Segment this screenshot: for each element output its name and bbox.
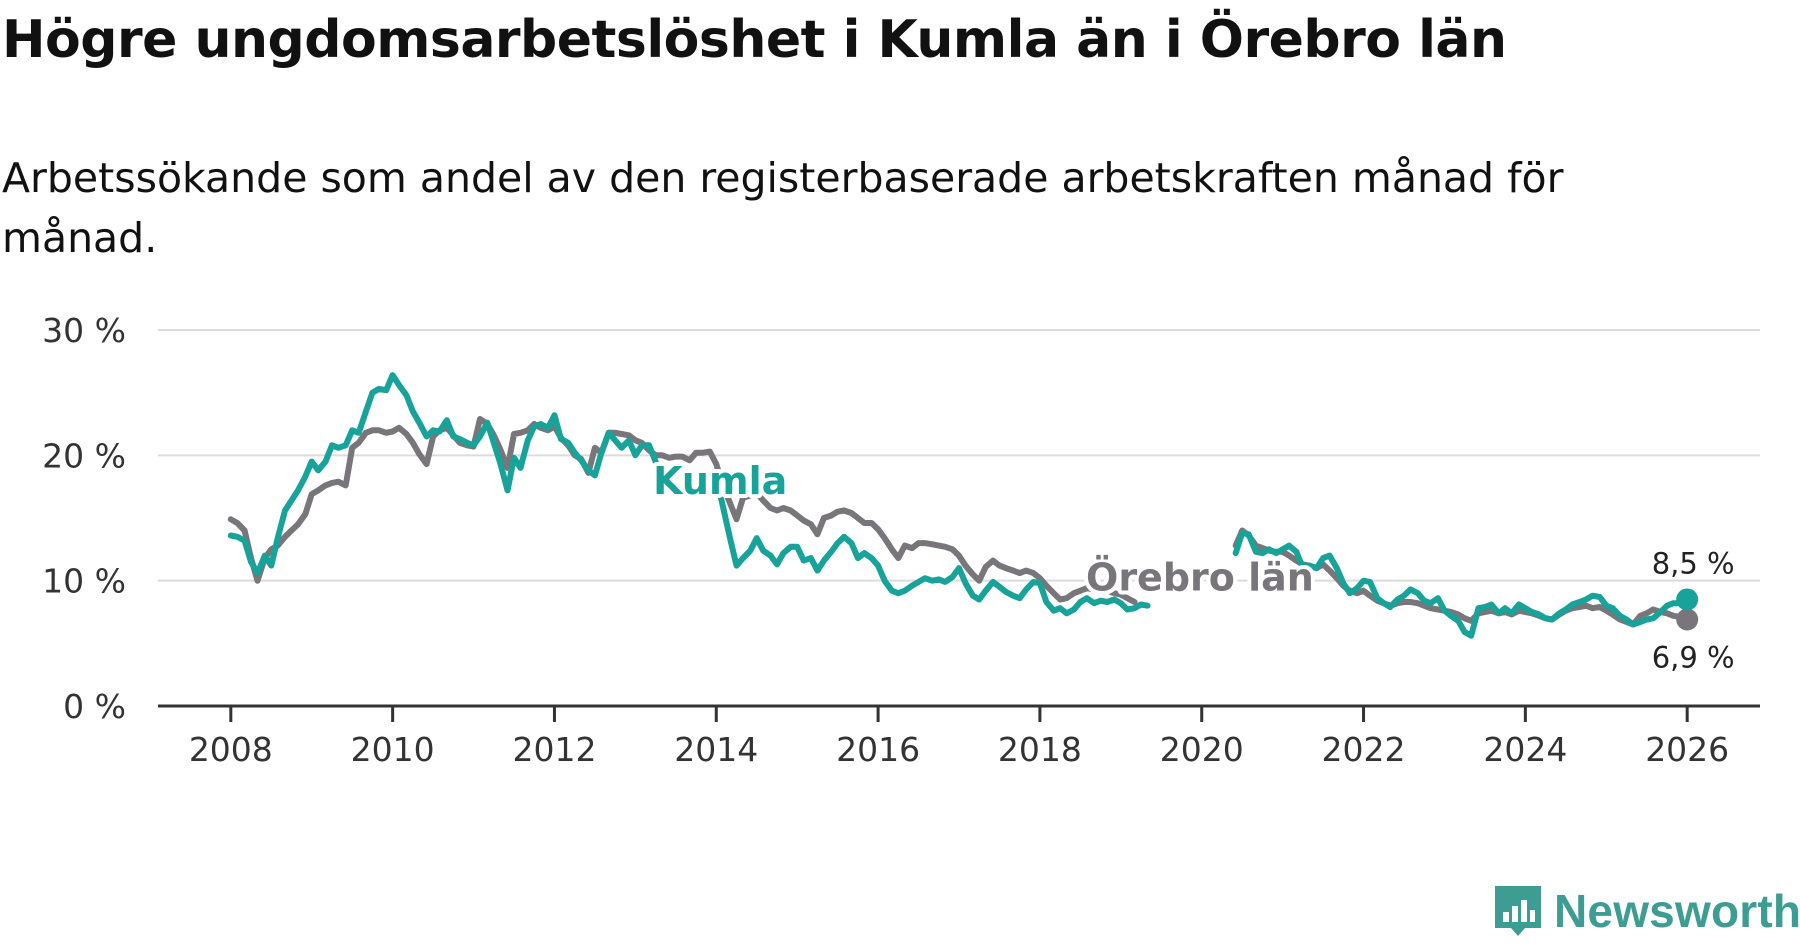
kumla-end-label: 8,5 % [1652, 546, 1735, 580]
x-tick-label: 2012 [512, 730, 596, 769]
y-tick-label: 0 % [63, 687, 126, 726]
x-tick-label: 2024 [1483, 730, 1567, 769]
chart-subtitle: Arbetssökande som andel av den registerb… [2, 154, 1564, 262]
orebro-end-label: 6,9 % [1652, 641, 1735, 675]
x-tick-label: 2010 [351, 730, 435, 769]
x-tick-label: 2018 [998, 730, 1082, 769]
y-axis: 0 % 10 % 20 % 30 % [42, 311, 126, 726]
x-tick-label: 2026 [1645, 730, 1729, 769]
x-tick-label: 2014 [674, 730, 758, 769]
brand-logo[interactable]: Newsworthy [1492, 880, 1800, 942]
y-tick-label: 10 % [42, 562, 126, 601]
chart-title: Högre ungdomsarbetslöshet i Kumla än i Ö… [2, 10, 1507, 70]
x-tick-label: 2022 [1322, 730, 1406, 769]
newsworthy-icon [1495, 886, 1541, 936]
plot-area [227, 372, 1699, 639]
series-labels: Kumla Örebro län 8,5 % 6,9 % [649, 455, 1735, 675]
x-axis: 2008 2010 2012 2014 2016 2018 2020 2022 2024 2026 [158, 704, 1760, 769]
kumla-series-label: Kumla [653, 459, 787, 503]
x-tick-label: 2020 [1160, 730, 1244, 769]
orebro-series-label: Örebro län [1086, 556, 1314, 600]
y-tick-label: 30 % [42, 311, 126, 350]
y-tick-label: 20 % [42, 436, 126, 475]
x-tick-label: 2016 [836, 730, 920, 769]
grid-lines [158, 329, 1760, 582]
kumla-line [227, 372, 1691, 639]
kumla-end-dot [1676, 588, 1699, 611]
x-tick-label: 2008 [189, 730, 273, 769]
orebro-line [227, 416, 1691, 628]
brand-name: Newsworthy [1554, 885, 1800, 937]
orebro-end-dot [1676, 608, 1699, 631]
